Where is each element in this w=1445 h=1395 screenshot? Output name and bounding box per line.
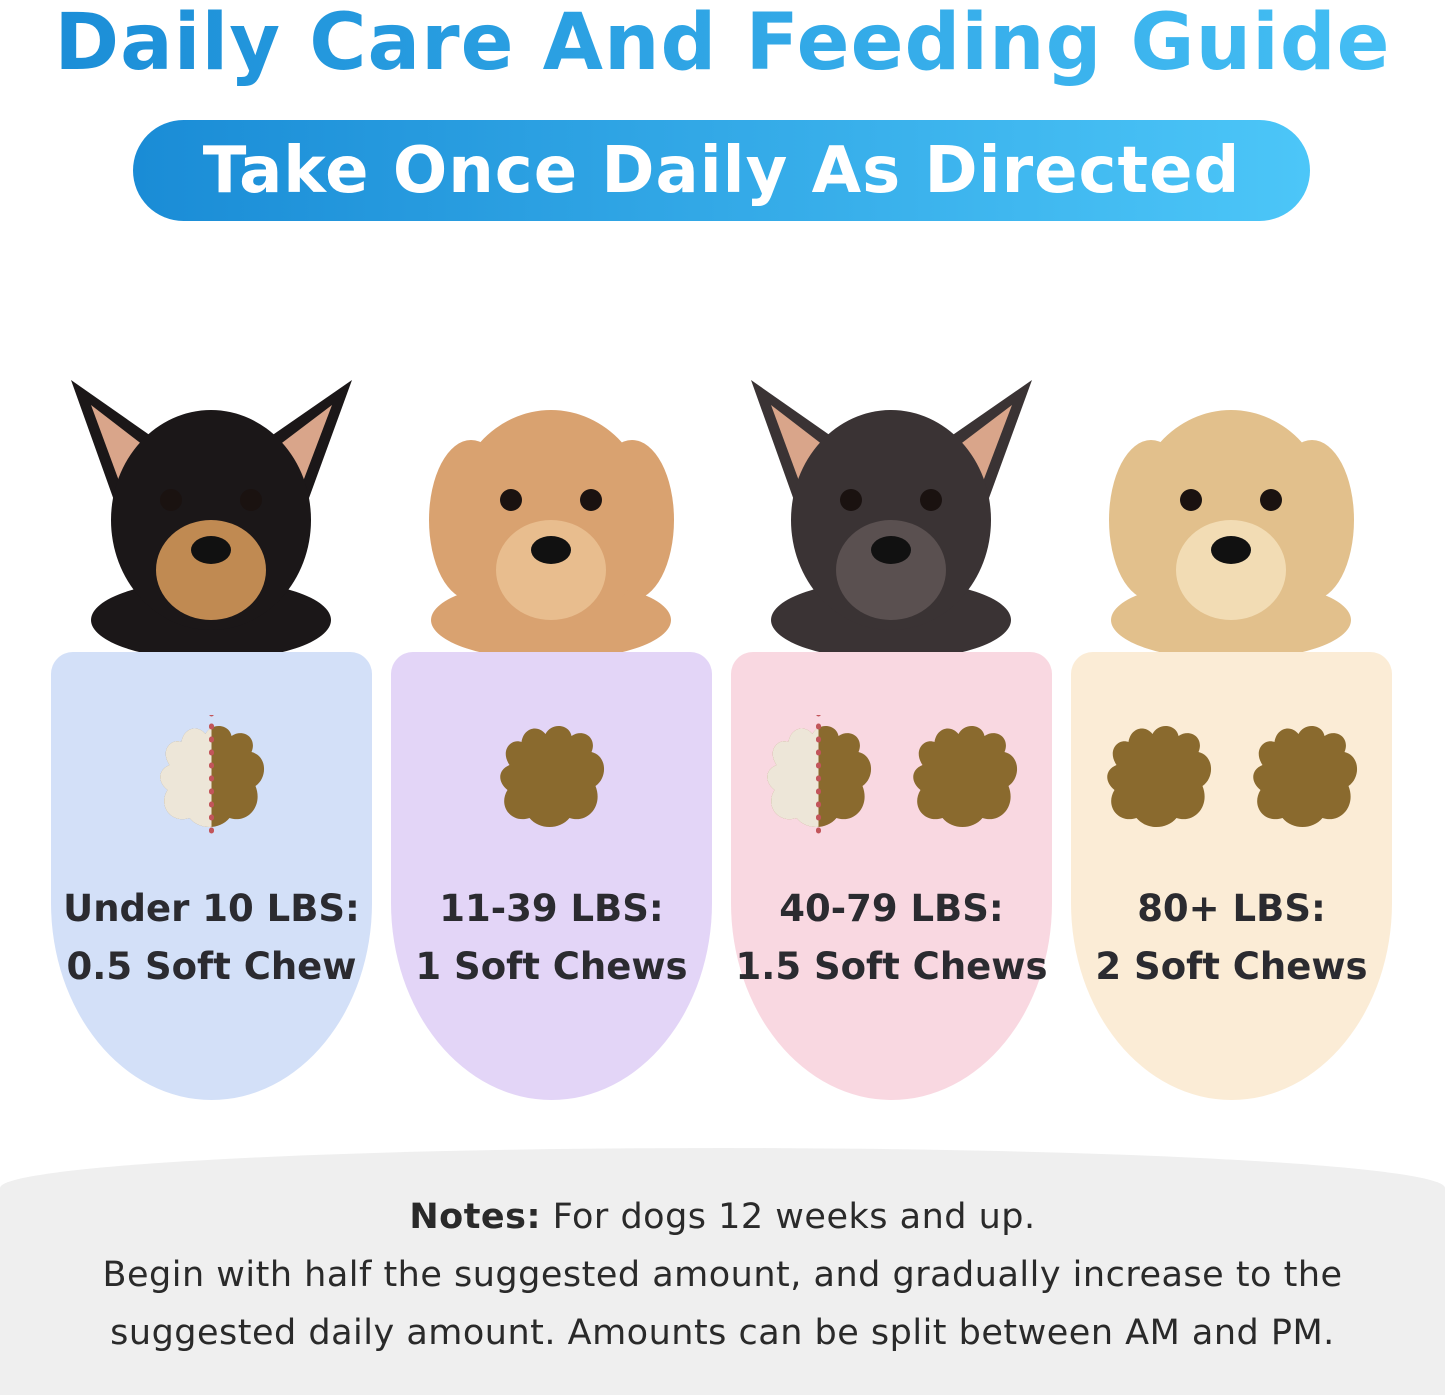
dose: 0.5 Soft Chew	[66, 945, 357, 988]
dosage-card	[1071, 652, 1392, 1100]
chew-amount	[731, 705, 1052, 845]
weight-range: 80+ LBS:	[1137, 887, 1326, 930]
chew-icon	[499, 725, 604, 827]
dosage-label: 11-39 LBS: 1 Soft Chews	[391, 880, 712, 996]
notes-line2: Begin with half the suggested amount, an…	[102, 1255, 1343, 1295]
page-title: Daily Care And Feeding Guide	[0, 0, 1445, 88]
subtitle-banner: Take Once Daily As Directed	[133, 120, 1310, 221]
notes-label: Notes:	[409, 1197, 541, 1237]
dog-photo-chihuahua	[71, 380, 352, 660]
chew-icon	[1106, 725, 1211, 827]
dog-photo-french-bulldog	[751, 380, 1032, 660]
dosage-label: 40-79 LBS: 1.5 Soft Chews	[731, 880, 1052, 996]
weight-range: Under 10 LBS:	[63, 887, 360, 930]
dose: 2 Soft Chews	[1095, 945, 1368, 988]
half-chew-icon	[159, 715, 264, 835]
dosage-label: 80+ LBS: 2 Soft Chews	[1071, 880, 1392, 996]
dog-photo-poodle	[429, 410, 674, 660]
dose: 1.5 Soft Chews	[735, 945, 1048, 988]
dosage-label: Under 10 LBS: 0.5 Soft Chew	[51, 880, 372, 996]
notes-background	[0, 1148, 1445, 1395]
notes: Notes: For dogs 12 weeks and up. Begin w…	[0, 1188, 1445, 1362]
dosage-card	[391, 652, 712, 1100]
subtitle: Take Once Daily As Directed	[202, 133, 1241, 208]
chew-amount	[51, 705, 372, 845]
weight-range: 40-79 LBS:	[779, 887, 1004, 930]
chew-amount	[391, 705, 712, 845]
weight-range: 11-39 LBS:	[439, 887, 664, 930]
notes-line1: For dogs 12 weeks and up.	[541, 1197, 1036, 1237]
dog-photo-golden-retriever	[1109, 410, 1354, 660]
chew-icon	[1252, 725, 1357, 827]
chew-icon	[912, 725, 1017, 827]
dosage-card	[731, 652, 1052, 1100]
notes-line3: suggested daily amount. Amounts can be s…	[110, 1313, 1335, 1353]
chew-amount	[1071, 705, 1392, 845]
half-chew-icon	[766, 715, 871, 835]
dose: 1 Soft Chews	[415, 945, 688, 988]
